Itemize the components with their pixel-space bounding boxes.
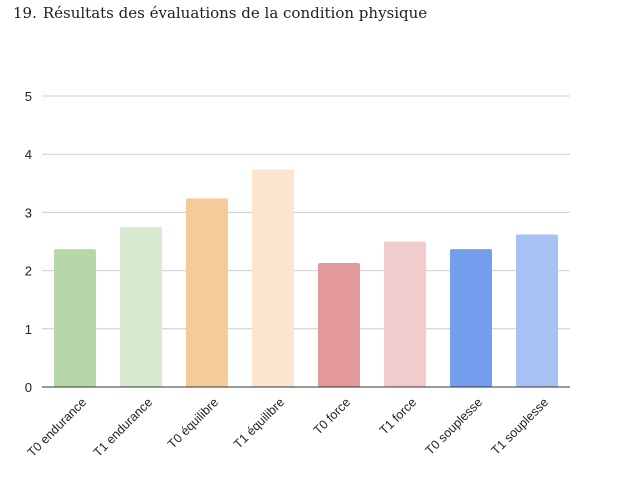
bar: [120, 226, 162, 387]
question-text: Résultats des évaluations de la conditio…: [42, 4, 428, 22]
y-tick-label: 4: [25, 147, 32, 162]
chart-title: 19. Résultats des évaluations de la condi…: [13, 4, 427, 22]
bars: [54, 169, 558, 387]
y-tick-label: 0: [25, 380, 32, 395]
x-tick-label: T0 force: [311, 395, 353, 437]
bar: [384, 241, 426, 387]
bar: [186, 198, 228, 387]
x-tick-label: T0 souplesse: [423, 395, 486, 458]
bar: [318, 263, 360, 387]
bar: [252, 169, 294, 387]
question-number: 19.: [13, 4, 37, 22]
bar: [54, 249, 96, 387]
x-tick-label: T1 endurance: [91, 395, 155, 459]
y-tick-label: 5: [25, 89, 32, 104]
x-tick-label: T1 force: [377, 395, 419, 437]
y-tick-label: 2: [25, 264, 32, 279]
y-axis-ticks: 0 1 2 3 4 5: [25, 89, 32, 395]
x-axis-labels: T0 endurance T1 endurance T0 équilibre T1 é…: [25, 395, 551, 459]
y-tick-label: 3: [25, 205, 32, 220]
x-tick-label: T1 équilibre: [231, 395, 287, 451]
bar: [450, 249, 492, 387]
x-tick-label: T1 souplesse: [489, 395, 552, 458]
y-tick-label: 1: [25, 322, 32, 337]
bar: [516, 234, 558, 387]
x-tick-label: T0 endurance: [25, 395, 89, 459]
x-tick-label: T0 équilibre: [165, 395, 221, 451]
